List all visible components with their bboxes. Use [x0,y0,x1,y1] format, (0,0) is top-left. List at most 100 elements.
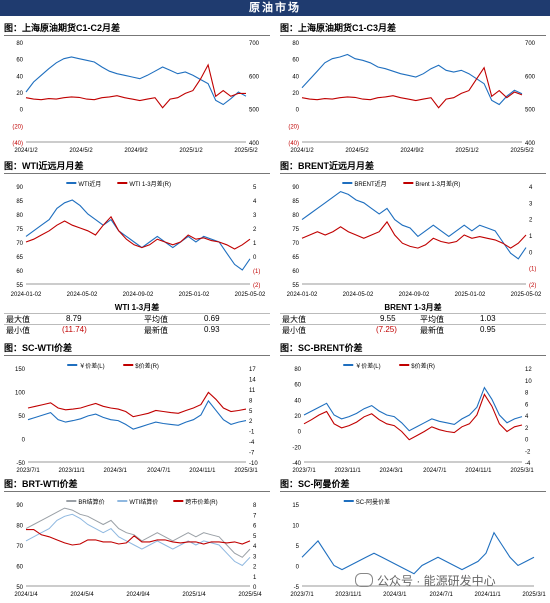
x-tick: 2025/5/2 [510,148,534,154]
x-tick: 2024/11/1 [465,468,492,474]
x-tick: 2024-05-02 [343,292,374,298]
wechat-icon [355,573,373,587]
x-tick: 2024/9/2 [124,148,148,154]
y-tick-right: 0 [525,438,529,444]
y-tick-left: 0 [296,108,300,114]
series-right-line [25,63,246,109]
stats-wti-latest-label: 最新值 [144,326,168,335]
y-tick-right: 1 [529,234,533,240]
chart-sc-oman: 15 10 5 0 -5 2023/7/1 2023/11/1 2024/3/1 2024/7/… [280,492,546,598]
x-tick: 2024/1/2 [14,148,38,154]
y-tick-right: 4 [529,185,533,191]
y-tick-left: 60 [292,58,299,64]
y-tick-left: 60 [16,565,23,571]
stats-brent-latest-label: 最新值 [420,326,444,335]
y-tick-right: 5 [253,534,257,540]
y-tick-right: 12 [525,367,532,373]
y-tick-left: 100 [15,391,26,397]
x-tick: 2024/5/4 [70,592,94,598]
chart-sc-c1c2: 80 60 40 20 0 (20) (40) 700 600 500 400 2024/1/2 202… [4,36,270,154]
y-tick-right: 14 [249,377,256,383]
c4-svg: 90 85 80 75 70 65 60 55 4 3 2 1 0 (1) (2) 2024-01-02 202… [287,180,542,298]
x-tick: 2025-05-02 [235,292,266,298]
stats-brent-title: BRENT 1-3月差 [384,303,442,312]
y-tick-left: 80 [292,213,299,219]
y-tick-right: 7 [253,513,257,519]
stats-wti: WTI 1-3月差 最大值 8.79 平均值 0.69 最小值 (11.74) … [4,302,270,342]
x-tick: 2024-01-02 [287,292,318,298]
x-tick: 2023/7/1 [16,468,40,474]
stats-brent-min: (7.25) [376,325,397,334]
stats-brent-max-label: 最大值 [282,315,306,324]
y-tick-right: 4 [253,199,257,205]
x-tick: 2025/1/4 [182,592,206,598]
y-tick-left: 40 [16,74,23,80]
x-tick: 2025-01-02 [179,292,210,298]
x-tick: 2024/11/1 [474,592,501,598]
y-tick-left: 60 [292,269,299,275]
y-tick-right: 8 [249,398,253,404]
y-tick-left: 40 [294,398,301,404]
series-br-line [25,507,251,558]
x-tick: 2024/3/1 [380,468,404,474]
series-right-line [26,529,251,546]
series-right-line [301,220,527,249]
section-title-brent-spread: 图：BRENT近远月月差 [280,160,546,174]
legend-label: Brent 1-3月差(R) [415,180,460,188]
y-tick-left: 20 [292,91,299,97]
legend-label: WTI结算价 [129,498,158,506]
y-tick-left: 70 [292,241,299,247]
chart-brent-spread: 90 85 80 75 70 65 60 55 4 3 2 1 0 (1) (2) 2024-01-02 202… [280,174,546,298]
series-left-line [301,53,523,106]
y-tick-left: -50 [16,461,25,467]
series-left-line [301,190,527,260]
stats-brent-avg: 1.03 [480,314,496,323]
x-tick: 2025/3/1 [522,592,546,598]
x-tick: 2025-05-02 [511,292,542,298]
c5-svg: 150 100 50 0 -50 17 14 11 8 5 2 -1 -4 -7 -10 2023/7/1 20… [15,362,258,474]
y-tick-left: 90 [16,503,23,509]
y-tick-left: 50 [16,585,23,591]
y-tick-left: 75 [292,227,299,233]
y-tick-left: 60 [16,58,23,64]
y-tick-left: (20) [12,124,23,130]
y-tick-right: 8 [525,391,529,397]
series-left-line [301,531,535,575]
y-tick-left: (40) [12,141,23,147]
watermark: 公众号 · 能源研发中心 [355,572,496,589]
y-tick-right: (2) [529,283,536,289]
y-tick-right: 6 [253,524,257,530]
y-tick-left: 150 [15,367,26,373]
stats-wti-max-label: 最大值 [6,315,30,324]
y-tick-right: -7 [249,451,255,457]
y-tick-left: 85 [16,199,23,205]
y-tick-left: 80 [294,367,301,373]
x-tick: 2024/7/1 [423,468,447,474]
stats-brent-min-label: 最小值 [282,326,306,335]
y-tick-left: 55 [16,283,23,289]
x-tick: 2024/1/2 [290,148,314,154]
y-tick-right: 8 [253,503,257,509]
c2-svg: 80 60 40 20 0 (20) (40) 700 600 500 400 2024/1/2 202… [288,41,535,154]
y-tick-right: -4 [525,461,531,467]
y-tick-left: 80 [16,213,23,219]
legend-label: ￥价差(L) [79,362,104,370]
chart-sc-brent: 80 60 40 20 0 -20 -40 12 10 8 6 4 2 0 -2 -4 2023/7/1 2023… [280,356,546,474]
y-tick-right: 5 [253,185,257,191]
x-tick: 2024/5/2 [69,148,93,154]
x-tick: 2024/3/1 [383,592,407,598]
y-tick-right: 700 [249,41,260,47]
chart-wti-spread: 90 85 80 75 70 65 60 55 5 4 3 2 1 0 (1) (2) 2024-01-02 20… [4,174,270,298]
x-tick: 2024/5/2 [345,148,369,154]
x-tick: 2023/11/1 [334,468,361,474]
y-tick-left: 0 [20,108,24,114]
y-tick-right: 600 [249,74,260,80]
y-tick-left: 0 [296,565,300,571]
legend-label: BRENT近月 [354,180,386,188]
section-title-sc-c1c2: 图：上海原油期货C1-C2月差 [4,22,270,36]
stats-brent: BRENT 1-3月差 最大值 9.55 平均值 1.03 最小值 (7.25)… [280,302,546,342]
y-tick-left: 70 [16,544,23,550]
section-title-brt-wti: 图：BRT-WTI价差 [4,478,270,492]
